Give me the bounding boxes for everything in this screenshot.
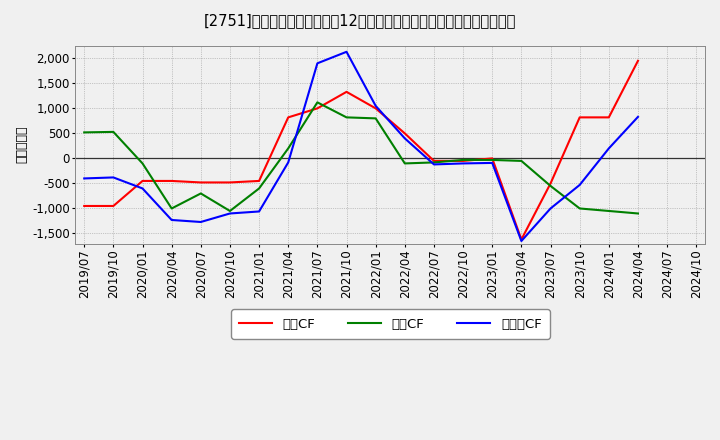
投資CF bbox=[459, 157, 467, 162]
投資CF bbox=[546, 183, 555, 189]
フリーCF bbox=[605, 146, 613, 151]
営業CF bbox=[138, 178, 147, 183]
フリーCF bbox=[80, 176, 89, 181]
営業CF bbox=[605, 115, 613, 120]
営業CF bbox=[372, 106, 380, 111]
フリーCF bbox=[546, 206, 555, 211]
フリーCF bbox=[138, 186, 147, 191]
Text: [2751]　キャッシュフローの12か月移動合計の対前年同期増減額の推移: [2751] キャッシュフローの12か月移動合計の対前年同期増減額の推移 bbox=[204, 13, 516, 28]
営業CF bbox=[109, 203, 117, 209]
営業CF bbox=[80, 203, 89, 209]
投資CF bbox=[80, 130, 89, 135]
投資CF bbox=[284, 146, 292, 151]
フリーCF bbox=[459, 161, 467, 166]
投資CF bbox=[197, 191, 205, 196]
フリーCF bbox=[225, 211, 234, 216]
営業CF bbox=[225, 180, 234, 185]
営業CF bbox=[313, 106, 322, 111]
営業CF bbox=[575, 115, 584, 120]
投資CF bbox=[575, 206, 584, 211]
フリーCF bbox=[109, 175, 117, 180]
投資CF bbox=[109, 129, 117, 135]
フリーCF bbox=[197, 220, 205, 225]
営業CF bbox=[459, 158, 467, 164]
フリーCF bbox=[284, 160, 292, 165]
投資CF bbox=[255, 186, 264, 191]
投資CF bbox=[138, 161, 147, 166]
営業CF bbox=[634, 58, 642, 63]
Line: 投資CF: 投資CF bbox=[84, 103, 638, 213]
フリーCF bbox=[488, 160, 497, 165]
Y-axis label: （百万円）: （百万円） bbox=[15, 126, 28, 163]
営業CF bbox=[284, 115, 292, 120]
フリーCF bbox=[342, 49, 351, 55]
営業CF bbox=[197, 180, 205, 185]
営業CF bbox=[517, 237, 526, 242]
営業CF bbox=[342, 89, 351, 95]
フリーCF bbox=[313, 61, 322, 66]
投資CF bbox=[488, 157, 497, 162]
営業CF bbox=[430, 158, 438, 164]
フリーCF bbox=[372, 103, 380, 109]
投資CF bbox=[225, 208, 234, 213]
フリーCF bbox=[167, 217, 176, 223]
フリーCF bbox=[634, 114, 642, 120]
投資CF bbox=[313, 100, 322, 105]
投資CF bbox=[372, 116, 380, 121]
Legend: 営業CF, 投資CF, フリーCF: 営業CF, 投資CF, フリーCF bbox=[231, 309, 549, 339]
フリーCF bbox=[517, 238, 526, 244]
フリーCF bbox=[575, 182, 584, 187]
営業CF bbox=[488, 156, 497, 161]
営業CF bbox=[255, 178, 264, 183]
Line: 営業CF: 営業CF bbox=[84, 61, 638, 239]
営業CF bbox=[167, 178, 176, 183]
投資CF bbox=[605, 208, 613, 213]
投資CF bbox=[167, 206, 176, 211]
営業CF bbox=[546, 181, 555, 186]
投資CF bbox=[400, 161, 409, 166]
投資CF bbox=[517, 158, 526, 164]
フリーCF bbox=[430, 162, 438, 167]
投資CF bbox=[430, 160, 438, 165]
フリーCF bbox=[400, 136, 409, 141]
投資CF bbox=[342, 115, 351, 120]
投資CF bbox=[634, 211, 642, 216]
Line: フリーCF: フリーCF bbox=[84, 52, 638, 241]
営業CF bbox=[400, 131, 409, 136]
フリーCF bbox=[255, 209, 264, 214]
